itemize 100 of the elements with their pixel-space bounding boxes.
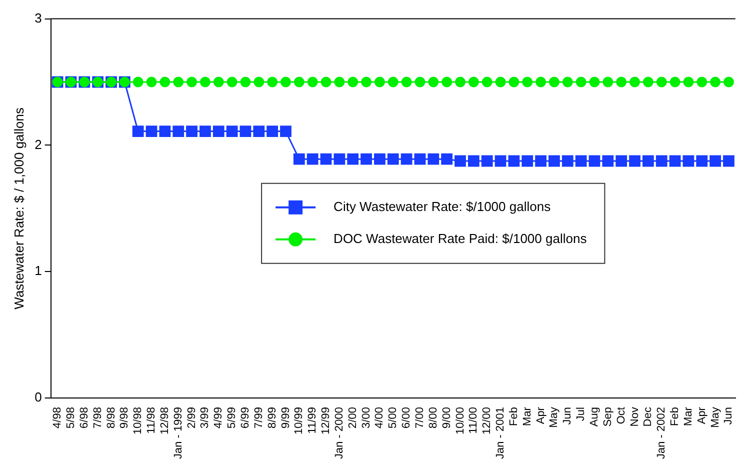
point [669,155,681,167]
x-tick-label: Oct [615,407,628,424]
x-tick-label: 5/98 [64,407,77,428]
legend-label: City Wastewater Rate: $/1000 gallons [334,198,552,214]
point [401,76,412,88]
point [428,153,440,165]
x-tick-label: 6/00 [400,407,413,428]
point [400,153,412,165]
point [616,155,628,167]
point [696,155,708,167]
point [682,155,694,167]
point [562,155,574,167]
y-axis-title: Wastewater Rate: $ / 1,000 gallons [11,106,26,310]
x-tick-label: Sep [602,407,614,427]
point [710,155,721,167]
point [522,155,534,167]
point [562,76,573,88]
point [226,126,238,137]
point [629,155,640,167]
point [374,76,385,88]
x-tick-label: Dec [642,406,654,427]
x-tick-label: 10/00 [454,407,466,435]
x-tick-label: 7/99 [252,407,265,428]
point [481,155,493,167]
x-tick-label: 7/00 [414,407,426,428]
x-tick-label: Jan - 2002 [656,407,668,460]
point [468,155,480,167]
x-tick-label: 11/98 [146,407,158,434]
point [347,153,359,165]
x-tick-label: 7/98 [92,407,104,428]
point [374,153,386,165]
x-tick-label: Feb [669,407,682,426]
point [548,155,560,167]
point [160,76,170,88]
point [454,155,466,167]
point [267,76,278,88]
point [173,76,184,88]
point [387,153,399,165]
point [320,76,332,88]
x-tick-label: 4/98 [52,407,64,428]
x-tick-label: Apr [696,406,708,424]
point [254,76,264,88]
point [482,76,492,88]
x-tick-label: 9/99 [280,407,292,428]
point [522,76,533,88]
point [723,155,734,167]
point [293,153,305,165]
point [575,155,587,167]
point [200,126,211,137]
x-tick-label: 5/00 [387,407,400,428]
point [508,155,520,167]
x-tick-label: 6/99 [240,407,252,428]
point [710,76,721,88]
x-tick-label: 4/99 [212,407,225,428]
point [294,76,304,88]
x-tick-label: Mar [682,406,694,426]
point [548,76,560,88]
x-tick-label: 5/99 [226,407,238,428]
point [307,76,318,88]
point [602,76,614,88]
point [414,153,426,165]
x-tick-label: 11/00 [468,407,480,434]
point [602,155,614,167]
point [642,76,654,88]
x-tick-label: 8/00 [427,407,440,428]
point [348,76,358,88]
point [159,126,171,137]
point [388,76,398,88]
point [696,76,708,88]
point [253,126,265,137]
x-tick-label: 2/99 [186,407,198,428]
x-tick-label: 8/98 [105,407,118,428]
x-tick-label: Jan - 2000 [333,407,346,460]
x-tick-label: 3/99 [199,407,212,428]
point [146,126,158,137]
x-tick-label: 9/98 [118,407,131,428]
point [320,153,332,165]
point [226,76,238,88]
x-tick-label: May [709,406,722,428]
point [306,153,318,165]
point [240,76,251,88]
point [588,155,600,167]
point [494,155,506,167]
point [428,76,439,88]
x-tick-label: 12/99 [320,407,332,435]
point [642,155,654,167]
x-tick-label: Mar [521,406,534,426]
x-tick-label: Jun [722,407,735,425]
x-tick-label: 10/98 [132,407,144,435]
x-tick-label: Nov [628,406,641,427]
y-tick-label: 3 [34,10,42,26]
y-tick-label: 1 [34,263,42,278]
point [414,76,426,88]
point [454,76,466,88]
x-tick-label: 6/98 [78,407,90,428]
point [361,76,372,88]
point [280,76,291,88]
y-tick-label: 0 [34,390,42,405]
point [536,76,546,88]
point [213,76,224,88]
